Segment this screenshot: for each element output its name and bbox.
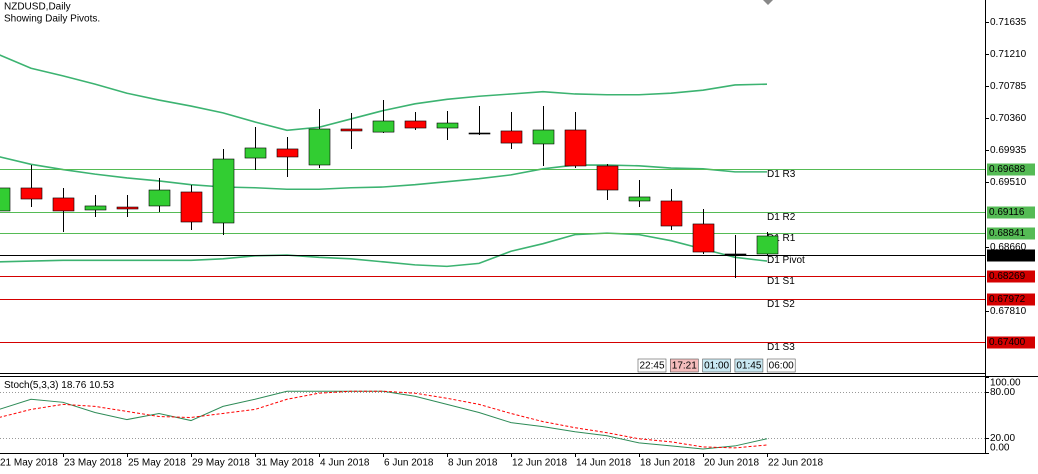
pivot-price-label: 0.68269 <box>989 271 1026 282</box>
candle-body <box>148 189 171 207</box>
indicator-value: 10.53 <box>89 380 114 391</box>
x-tick-label: 8 Jun 2018 <box>448 458 498 469</box>
time-label-box <box>702 358 731 373</box>
candle-body <box>340 128 363 132</box>
time-label: 01:00 <box>704 361 729 372</box>
y-tick-label: 0.67810 <box>990 306 1027 317</box>
candle-body <box>0 187 11 212</box>
candle-body <box>692 223 715 253</box>
y-tick-label: 0.68660 <box>990 242 1027 253</box>
pivot-price-box <box>987 270 1035 283</box>
time-label: 17:21 <box>672 361 697 372</box>
x-tick-label: 31 May 2018 <box>256 458 314 469</box>
y-tick-label: 0.69510 <box>990 177 1027 188</box>
y-tick-label: 0.00 <box>990 443 1010 454</box>
candle-body <box>660 200 683 227</box>
candle-body <box>404 120 427 129</box>
pivot-price-label: 0.69688 <box>989 164 1026 175</box>
time-label: 22:45 <box>639 361 664 372</box>
pivot-price-label: 0.67972 <box>989 294 1026 305</box>
candle-body <box>244 147 267 159</box>
candle-body <box>468 132 491 135</box>
candle-body <box>564 129 587 167</box>
pivot-price-box <box>987 336 1035 349</box>
x-tick-label: 18 Jun 2018 <box>640 458 695 469</box>
pivot-price-label: 0.68841 <box>989 228 1026 239</box>
x-tick-label: 21 May 2018 <box>0 458 58 469</box>
time-label-box <box>637 358 667 373</box>
time-label-box <box>766 358 796 373</box>
y-tick-label: 0.70785 <box>990 81 1027 92</box>
pivot-name: D1 S3 <box>767 342 795 353</box>
time-label: 01:45 <box>736 361 761 372</box>
candle-body <box>20 187 43 200</box>
x-tick-label: 25 May 2018 <box>128 458 186 469</box>
chart-title: NZDUSD,Daily <box>4 2 71 13</box>
x-tick-label: 12 Jun 2018 <box>512 458 567 469</box>
chart-subtitle: Showing Daily Pivots. <box>4 14 100 25</box>
x-tick-label: 22 Jun 2018 <box>768 458 823 469</box>
pivot-price-box <box>987 249 1035 262</box>
x-tick-label: 6 Jun 2018 <box>384 458 434 469</box>
y-tick-label: 80.00 <box>990 387 1015 398</box>
candle-body <box>116 206 139 210</box>
pivot-name: D1 S1 <box>767 276 795 287</box>
pivot-price-box <box>987 293 1035 306</box>
indicator-title: Stoch(5,3,3) 18.76 10.53 <box>4 380 115 391</box>
pivot-name: D1 R3 <box>767 169 796 180</box>
time-label: 06:00 <box>769 361 794 372</box>
x-tick-label: 14 Jun 2018 <box>576 458 631 469</box>
y-tick-label: 0.71210 <box>990 49 1027 60</box>
y-tick-label: 0.71635 <box>990 17 1027 28</box>
candle-body <box>724 253 747 256</box>
indicator-value: 18.76 <box>61 380 86 391</box>
time-label-box <box>669 358 699 373</box>
pivot-name: D1 Pivot <box>767 255 805 266</box>
envelope-band <box>0 156 767 191</box>
candle-body <box>436 122 459 129</box>
pivot-price-label: 0.68544 <box>989 250 1026 261</box>
pivot-name: D1 S2 <box>767 299 795 310</box>
candle-body <box>52 197 75 212</box>
y-tick-label: 20.00 <box>990 433 1015 444</box>
candle-body <box>212 158 235 224</box>
x-tick-label: 4 Jun 2018 <box>320 458 370 469</box>
y-tick-label: 100.00 <box>990 378 1021 389</box>
y-tick-label: 0.69935 <box>990 145 1027 156</box>
candle-body <box>276 148 299 158</box>
stoch-line <box>0 390 768 450</box>
x-tick-label: 23 May 2018 <box>64 458 122 469</box>
candle-body <box>596 165 619 191</box>
pivot-name: D1 R1 <box>767 233 796 244</box>
candle-body <box>532 129 555 145</box>
candle-body <box>500 130 523 144</box>
x-tick-label: 20 Jun 2018 <box>704 458 759 469</box>
candle-body <box>372 120 395 133</box>
pivot-price-label: 0.69116 <box>989 207 1025 218</box>
candle-body <box>84 205 107 211</box>
pivot-name: D1 R2 <box>767 212 796 223</box>
pivot-price-label: 0.67400 <box>989 337 1026 348</box>
plot-layer: 0.71635 0.71210 0.70785 0.70360 0.69935 0.695… <box>0 17 1035 469</box>
candle-body <box>180 191 203 223</box>
pivot-price-box <box>987 227 1035 240</box>
pivot-price-box <box>987 206 1035 219</box>
x-tick-label: 29 May 2018 <box>192 458 250 469</box>
pivot-price-box <box>987 163 1035 176</box>
candle-body <box>308 128 331 166</box>
time-label-box <box>734 358 764 373</box>
shift-marker <box>763 0 773 5</box>
candle-body <box>756 235 779 255</box>
indicator-value: Stoch(5,3,3) <box>4 380 58 391</box>
candle-body <box>628 196 651 202</box>
y-tick-label: 0.70360 <box>990 113 1027 124</box>
envelope-band <box>0 232 768 268</box>
